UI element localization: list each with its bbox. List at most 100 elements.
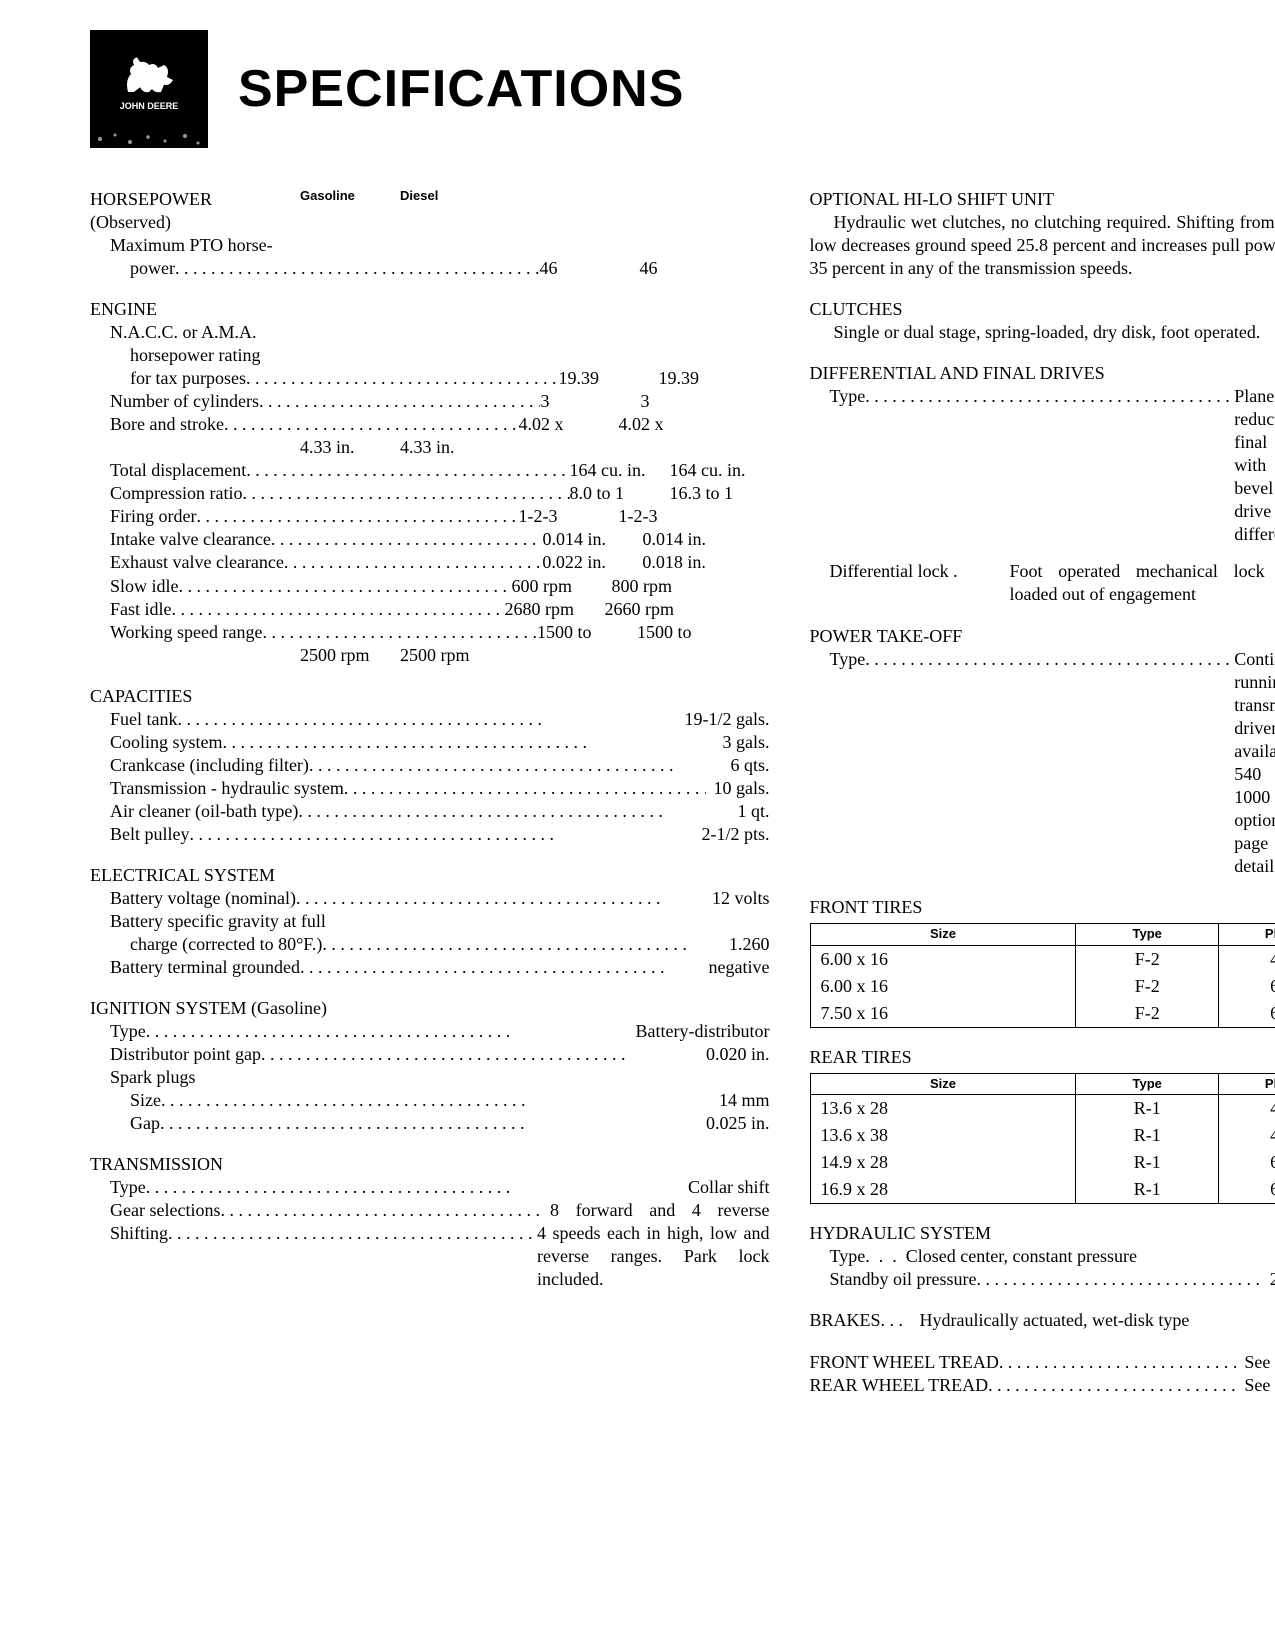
- leader-dots: [175, 257, 540, 280]
- reartread-value: See page 16: [1236, 1374, 1275, 1397]
- leader-dots: [160, 1112, 698, 1135]
- bore-diesel2: 4.33 in.: [400, 436, 500, 459]
- shifting-value: 4 speeds each in high, low and reverse r…: [537, 1222, 770, 1291]
- brakes-label: BRAKES: [810, 1310, 881, 1330]
- fastidle-gas: 2680 rpm: [505, 598, 605, 621]
- engine-section: ENGINE N.A.C.C. or A.M.A. horsepower rat…: [90, 298, 770, 667]
- rt-col-type: Type: [1076, 1073, 1219, 1095]
- workspeed-diesel: 1500 to: [637, 621, 737, 644]
- rear-tires-section: REAR TIRES Size Type Ply 13.6 x 28R-14 1…: [810, 1046, 1275, 1205]
- front-tires-table: Size Type Ply 6.00 x 16F-24 6.00 x 16F-2…: [810, 923, 1275, 1028]
- leader-dots: [246, 367, 559, 390]
- cylinders-gas: 3: [540, 390, 640, 413]
- ft-cell: 6: [1219, 973, 1275, 1000]
- gearsel-label: Gear selections: [110, 1199, 220, 1222]
- battgrav-value: 1.260: [721, 933, 770, 956]
- cooling-label: Cooling system: [110, 731, 223, 754]
- standby-label: Standby oil pressure: [830, 1268, 977, 1291]
- ft-col-size: Size: [810, 923, 1076, 945]
- leader-dots: [988, 1374, 1236, 1397]
- transtype-label: Type: [110, 1176, 146, 1199]
- nacc-diesel: 19.39: [659, 367, 759, 390]
- plugsize-label: Size: [130, 1089, 161, 1112]
- leader-dots: [296, 887, 704, 910]
- fueltank-value: 19-1/2 gals.: [677, 708, 770, 731]
- intake-label: Intake valve clearance: [90, 528, 271, 551]
- deer-icon: [119, 49, 179, 99]
- leader-dots: [224, 413, 519, 436]
- leader-dots: [243, 482, 570, 505]
- hilo-text: Hydraulic wet clutches, no clutching req…: [810, 211, 1275, 280]
- rt-col-size: Size: [810, 1073, 1076, 1095]
- rt-cell: 13.6 x 28: [810, 1095, 1076, 1123]
- leader-dots: [309, 754, 723, 777]
- distgap-label: Distributor point gap: [110, 1043, 261, 1066]
- engine-heading: ENGINE: [90, 298, 770, 321]
- ignition-heading: IGNITION SYSTEM (Gasoline): [90, 997, 770, 1020]
- rear-tires-table: Size Type Ply 13.6 x 28R-14 13.6 x 38R-1…: [810, 1073, 1275, 1205]
- capacities-heading: CAPACITIES: [90, 685, 770, 708]
- ptotype-value: Continuous-running or transmission-drive…: [1234, 648, 1275, 878]
- shifting-label: Shifting: [110, 1222, 168, 1291]
- slowidle-label: Slow idle: [90, 575, 179, 598]
- ft-cell: F-2: [1076, 945, 1219, 973]
- transmission-section: TRANSMISSION TypeCollar shift Gear selec…: [90, 1153, 770, 1291]
- standby-value: 2250 psi: [1262, 1268, 1275, 1291]
- ft-cell: 6: [1219, 1000, 1275, 1028]
- pluggap-label: Gap: [130, 1112, 160, 1135]
- leader-dots: [322, 933, 721, 956]
- displacement-gas: 164 cu. in.: [569, 459, 669, 482]
- left-column: HORSEPOWER Gasoline Diesel (Observed) Ma…: [90, 188, 770, 1415]
- leader-dots: [298, 800, 729, 823]
- difflock-value: Foot operated mechanical lock spring-loa…: [1010, 560, 1275, 606]
- workspeed-diesel2: 2500 rpm: [400, 644, 500, 667]
- hilo-section: OPTIONAL HI-LO SHIFT UNIT Hydraulic wet …: [810, 188, 1275, 280]
- max-pto-gas: 46: [539, 257, 639, 280]
- hydraulic-section: HYDRAULIC SYSTEM Type. . . Closed center…: [810, 1222, 1275, 1291]
- exhaust-label: Exhaust valve clearance: [90, 551, 284, 574]
- intake-gas: 0.014 in.: [542, 528, 642, 551]
- beltpulley-label: Belt pulley: [110, 823, 190, 846]
- electrical-section: ELECTRICAL SYSTEM Battery voltage (nomin…: [90, 864, 770, 979]
- front-tires-section: FRONT TIRES Size Type Ply 6.00 x 16F-24 …: [810, 896, 1275, 1028]
- ft-cell: F-2: [1076, 1000, 1219, 1028]
- firing-gas: 1-2-3: [519, 505, 619, 528]
- bore-gas: 4.02 x: [518, 413, 618, 436]
- leader-dots: [223, 731, 715, 754]
- ft-cell: F-2: [1076, 973, 1219, 1000]
- leader-dots: [146, 1176, 680, 1199]
- tread-section: FRONT WHEEL TREADSee page 15 REAR WHEEL …: [810, 1351, 1275, 1397]
- brakes-value: Hydraulically actuated, wet-disk type: [920, 1309, 1275, 1332]
- leader-dots: [168, 1222, 533, 1291]
- ptotype-label: Type: [830, 648, 866, 878]
- cylinders-diesel: 3: [640, 390, 740, 413]
- compression-label: Compression ratio: [90, 482, 243, 505]
- transhyd-value: 10 gals.: [706, 777, 770, 800]
- logo-texture: [90, 130, 208, 148]
- fronttread-value: See page 15: [1236, 1351, 1275, 1374]
- plugsize-value: 14 mm: [711, 1089, 770, 1112]
- hydtype-value: Closed center, constant pressure: [906, 1245, 1137, 1268]
- ft-cell: 7.50 x 16: [810, 1000, 1076, 1028]
- rt-cell: 4: [1219, 1122, 1275, 1149]
- ft-col-ply: Ply: [1219, 923, 1275, 945]
- fueltank-label: Fuel tank: [110, 708, 178, 731]
- nacc-line1: N.A.C.C. or A.M.A.: [90, 321, 770, 344]
- difftype-value: Planetary reduction final drives with sp…: [1234, 385, 1275, 546]
- power-label: power: [90, 257, 175, 280]
- logo-container: JOHN DEERE: [90, 30, 238, 148]
- displacement-label: Total displacement: [90, 459, 246, 482]
- ignition-section: IGNITION SYSTEM (Gasoline) TypeBattery-d…: [90, 997, 770, 1135]
- firing-label: Firing order: [90, 505, 196, 528]
- slowidle-diesel: 800 rpm: [612, 575, 712, 598]
- rt-cell: 14.9 x 28: [810, 1149, 1076, 1176]
- battvolt-label: Battery voltage (nominal): [110, 887, 296, 910]
- rt-cell: 13.6 x 38: [810, 1122, 1076, 1149]
- content-columns: HORSEPOWER Gasoline Diesel (Observed) Ma…: [90, 188, 1185, 1415]
- clutches-heading: CLUTCHES: [810, 298, 1275, 321]
- pto-section: POWER TAKE-OFF Type Continuous-running o…: [810, 625, 1275, 878]
- rt-cell: 4: [1219, 1095, 1275, 1123]
- bore-label: Bore and stroke: [90, 413, 224, 436]
- differential-section: DIFFERENTIAL AND FINAL DRIVES Type Plane…: [810, 362, 1275, 606]
- rt-cell: R-1: [1076, 1122, 1219, 1149]
